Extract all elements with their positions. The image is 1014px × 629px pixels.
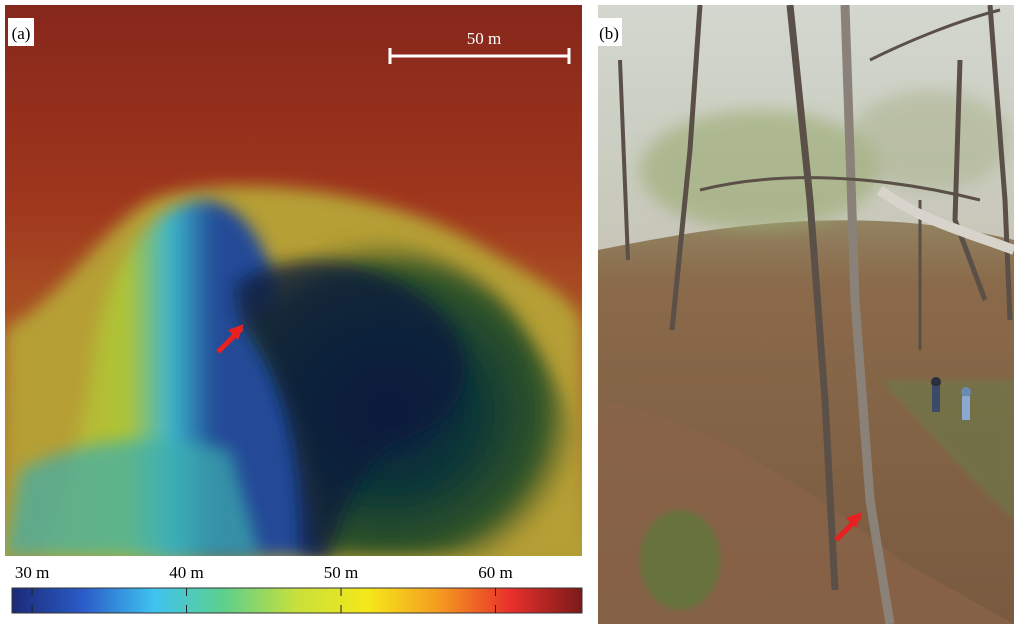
- colorbar-tick-label: 40 m: [169, 563, 203, 582]
- colorbar-tick-label: 60 m: [478, 563, 512, 582]
- colorbar: 30 m 40 m 50 m 60 m: [12, 563, 582, 613]
- colorbar-ramp: [12, 588, 582, 613]
- panel-label: (a): [12, 24, 31, 43]
- colorbar-tick-label: 50 m: [324, 563, 358, 582]
- panel-label: (b): [599, 24, 619, 43]
- colorbar-tick-label: 30 m: [15, 563, 49, 582]
- figure: (a) 50 m 30 m40 m50 m60 m (: [0, 0, 1014, 624]
- dem-image: [5, 5, 582, 556]
- scale-bar-label: 50 m: [467, 29, 501, 48]
- photo: [598, 5, 1014, 624]
